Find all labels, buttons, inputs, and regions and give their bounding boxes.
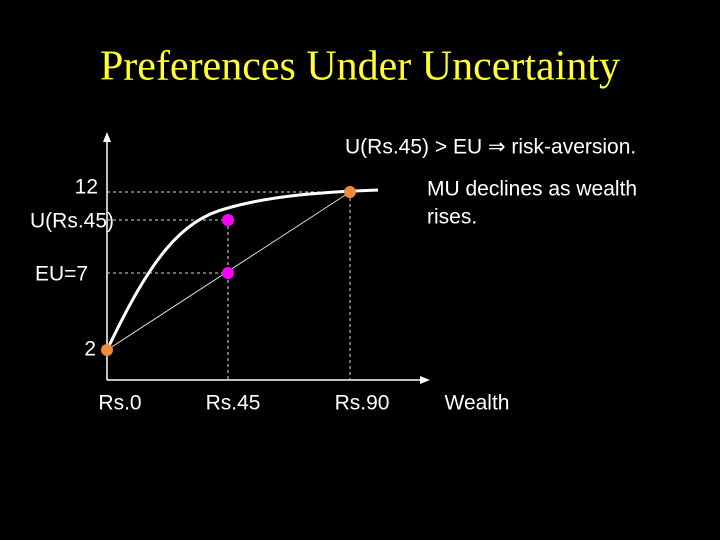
- utility-curve: [105, 188, 379, 351]
- annotation: U(Rs.45) > EU ⇒ risk-aversion.: [345, 136, 636, 159]
- point: [222, 267, 234, 279]
- y-label: 12: [75, 176, 98, 199]
- title: Preferences Under Uncertainty: [100, 44, 620, 90]
- y-label: 2: [84, 338, 96, 361]
- point: [222, 214, 234, 226]
- y-label: U(Rs.45): [30, 210, 114, 233]
- point: [344, 186, 356, 198]
- x-label: Rs.45: [206, 392, 261, 415]
- x-label: Rs.90: [335, 392, 390, 415]
- note-line: MU declines as wealth: [427, 178, 637, 201]
- x-label: Wealth: [445, 392, 510, 415]
- y-arrow: [103, 132, 111, 142]
- point: [101, 344, 113, 356]
- y-label: EU=7: [35, 263, 88, 286]
- x-arrow: [420, 376, 430, 384]
- note-line: rises.: [427, 206, 477, 229]
- x-label: Rs.0: [98, 392, 141, 415]
